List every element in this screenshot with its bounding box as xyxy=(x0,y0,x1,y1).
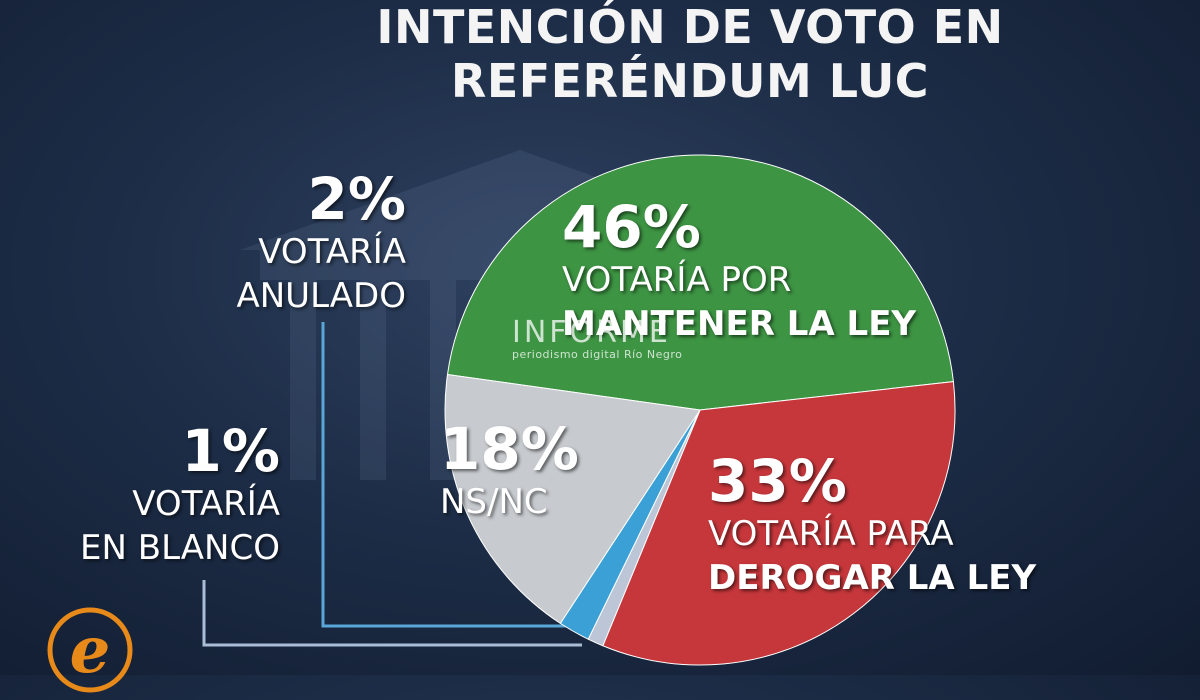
label-mantener-pct: 46% xyxy=(562,193,701,261)
leader-line-blanco xyxy=(202,580,582,647)
label-mantener-line-1: VOTARÍA POR xyxy=(562,260,792,300)
leader-line-anulado xyxy=(321,322,568,628)
chart-title-line-2: REFERÉNDUM LUC xyxy=(450,54,930,108)
leader-lines xyxy=(202,322,582,647)
pie-chart xyxy=(202,154,956,666)
label-nsnc: 18% NS/NC xyxy=(440,418,640,524)
label-anulado-line-2: ANULADO xyxy=(236,276,406,316)
logo-letter: e xyxy=(70,613,111,688)
label-anulado-pct: 2% xyxy=(307,165,406,233)
label-derogar: 33% VOTARÍA PARA DEROGAR LA LEY xyxy=(708,450,1088,600)
label-blanco-line-1: VOTARÍA xyxy=(132,484,280,524)
label-mantener: 46% VOTARÍA POR MANTENER LA LEY xyxy=(562,196,942,346)
label-anulado-line-1: VOTARÍA xyxy=(258,232,406,272)
label-nsnc-pct: 18% xyxy=(440,415,579,483)
watermark-name: INFORME xyxy=(512,315,671,350)
pie-slices xyxy=(444,154,956,666)
pie-slice-nsnc xyxy=(444,373,701,625)
label-blanco-pct: 1% xyxy=(181,417,280,485)
chart-title: INTENCIÓN DE VOTO EN REFERÉNDUM LUC xyxy=(300,0,1080,108)
label-derogar-line-1: VOTARÍA PARA xyxy=(708,514,954,554)
label-blanco: 1% VOTARÍA EN BLANCO xyxy=(20,420,280,570)
brand-logo: e xyxy=(47,607,133,693)
watermark: INFORME periodismo digital Río Negro xyxy=(512,318,682,362)
label-anulado: 2% VOTARÍA ANULADO xyxy=(150,168,406,318)
chart-title-line-1: INTENCIÓN DE VOTO EN xyxy=(376,0,1004,54)
label-derogar-pct: 33% xyxy=(708,447,847,515)
label-nsnc-line-1: NS/NC xyxy=(440,482,548,522)
pie-slice-mantener xyxy=(446,154,954,411)
label-blanco-line-2: EN BLANCO xyxy=(80,528,280,568)
label-derogar-line-2: DEROGAR LA LEY xyxy=(708,558,1037,598)
pie-slice-derogar xyxy=(602,381,956,666)
label-mantener-line-2: MANTENER LA LEY xyxy=(562,304,917,344)
watermark-sub: periodismo digital Río Negro xyxy=(512,348,683,361)
